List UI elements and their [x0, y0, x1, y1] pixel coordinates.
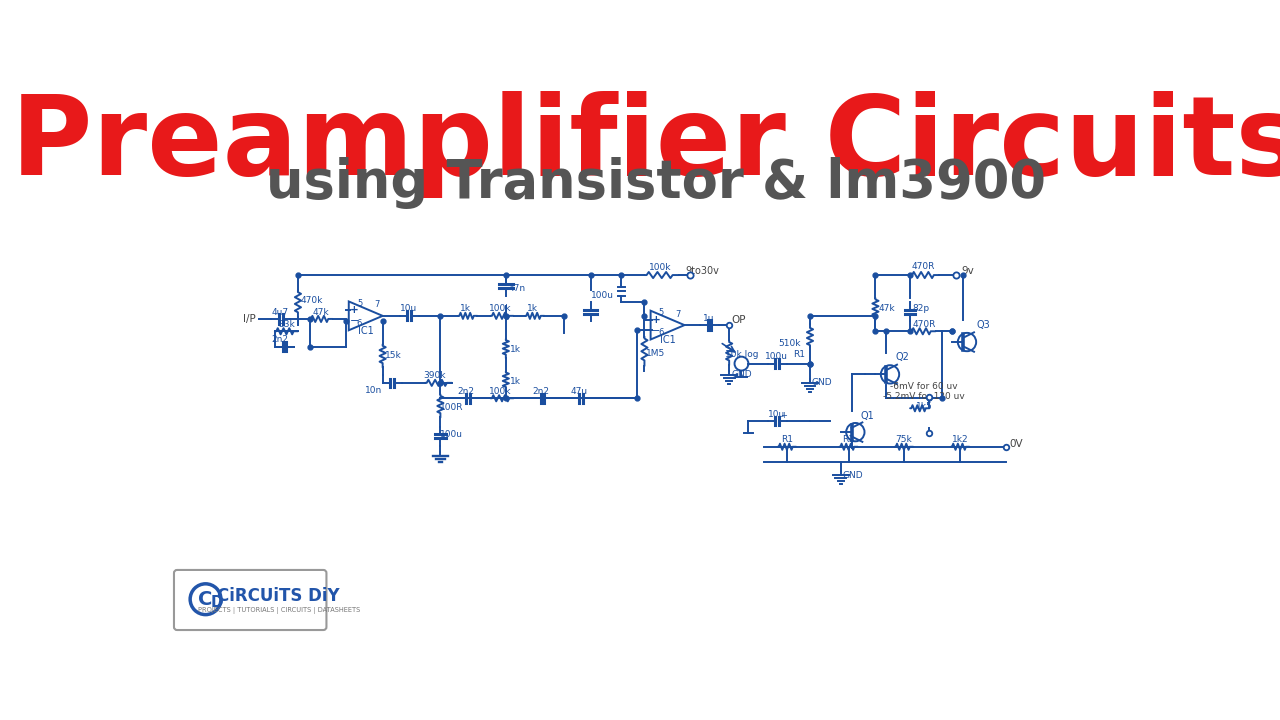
Text: 33k: 33k — [278, 320, 294, 329]
Text: Q2: Q2 — [896, 352, 909, 362]
Text: 10k log: 10k log — [726, 350, 759, 359]
Text: Q3: Q3 — [977, 320, 991, 330]
Text: 7: 7 — [374, 300, 379, 310]
Text: 0V: 0V — [1010, 439, 1023, 449]
Text: IC1: IC1 — [659, 335, 676, 345]
Text: PROJECTS | TUTORIALS | CIRCUITS | DATASHEETS: PROJECTS | TUTORIALS | CIRCUITS | DATASH… — [197, 606, 360, 613]
Text: 6: 6 — [357, 319, 362, 328]
Text: 10u: 10u — [768, 410, 786, 419]
Text: 470R: 470R — [913, 320, 936, 329]
Text: R1: R1 — [794, 350, 805, 359]
Text: 82p: 82p — [913, 304, 929, 312]
Text: 390k: 390k — [424, 372, 447, 380]
Text: -5.2mV for 120 uv: -5.2mV for 120 uv — [883, 392, 965, 401]
Text: R1: R1 — [842, 436, 855, 444]
Text: 47k: 47k — [878, 304, 895, 312]
Text: 1u: 1u — [704, 314, 716, 323]
FancyBboxPatch shape — [174, 570, 326, 630]
Text: 10n: 10n — [365, 386, 381, 395]
Text: using Transistor & lm3900: using Transistor & lm3900 — [266, 157, 1046, 209]
Text: 100u: 100u — [440, 430, 463, 439]
Text: 4u7: 4u7 — [271, 308, 289, 318]
Text: R1: R1 — [781, 436, 792, 444]
Text: 1k2: 1k2 — [952, 436, 969, 444]
Text: 100u: 100u — [591, 292, 614, 300]
Text: 47n: 47n — [509, 284, 526, 292]
Text: 470R: 470R — [911, 262, 934, 271]
Text: 47u: 47u — [571, 387, 588, 396]
Text: 75k: 75k — [896, 436, 913, 444]
Text: 1M5: 1M5 — [646, 349, 666, 358]
Text: CiRCUiTS DiY: CiRCUiTS DiY — [218, 587, 340, 605]
Text: −: − — [349, 316, 358, 326]
Text: 1k: 1k — [527, 304, 539, 312]
Text: 10u: 10u — [401, 305, 417, 313]
Text: 100k: 100k — [489, 304, 512, 312]
Text: 9v: 9v — [961, 266, 974, 276]
Text: 1k: 1k — [461, 304, 471, 312]
Text: 1k: 1k — [511, 345, 521, 354]
Text: C: C — [198, 590, 212, 608]
Text: +: + — [652, 315, 660, 325]
Text: 1k5: 1k5 — [915, 402, 932, 411]
Text: 47k: 47k — [312, 307, 329, 317]
Text: 6: 6 — [659, 328, 664, 337]
Text: Q1: Q1 — [861, 411, 874, 421]
Text: 2n2: 2n2 — [271, 336, 289, 344]
Text: 1k: 1k — [511, 377, 521, 386]
Text: Preamplifier Circuits: Preamplifier Circuits — [10, 91, 1280, 198]
Text: −: − — [652, 325, 660, 336]
Text: 2n2: 2n2 — [532, 387, 549, 396]
Text: GND: GND — [812, 377, 832, 387]
Text: 470k: 470k — [301, 296, 323, 305]
Text: 7: 7 — [676, 310, 681, 319]
Text: 100u: 100u — [765, 352, 788, 361]
Text: +: + — [781, 411, 787, 420]
Text: 5: 5 — [357, 299, 362, 308]
Text: -6mV for 60 uv: -6mV for 60 uv — [890, 382, 957, 391]
Text: +: + — [349, 305, 358, 315]
Text: D: D — [211, 595, 224, 610]
Text: 15k: 15k — [385, 351, 402, 361]
Text: I/P: I/P — [243, 314, 256, 324]
Text: 5: 5 — [659, 308, 664, 318]
Text: IC1: IC1 — [358, 325, 374, 336]
Text: 510k: 510k — [778, 339, 800, 348]
Text: GND: GND — [731, 370, 751, 379]
Text: 100R: 100R — [440, 403, 463, 412]
Text: 100k: 100k — [649, 263, 671, 272]
Text: GND: GND — [842, 471, 864, 480]
Text: 2n2: 2n2 — [457, 387, 475, 396]
Text: 100k: 100k — [489, 387, 512, 396]
Text: 9to30v: 9to30v — [685, 266, 719, 276]
Text: OP: OP — [731, 315, 746, 325]
